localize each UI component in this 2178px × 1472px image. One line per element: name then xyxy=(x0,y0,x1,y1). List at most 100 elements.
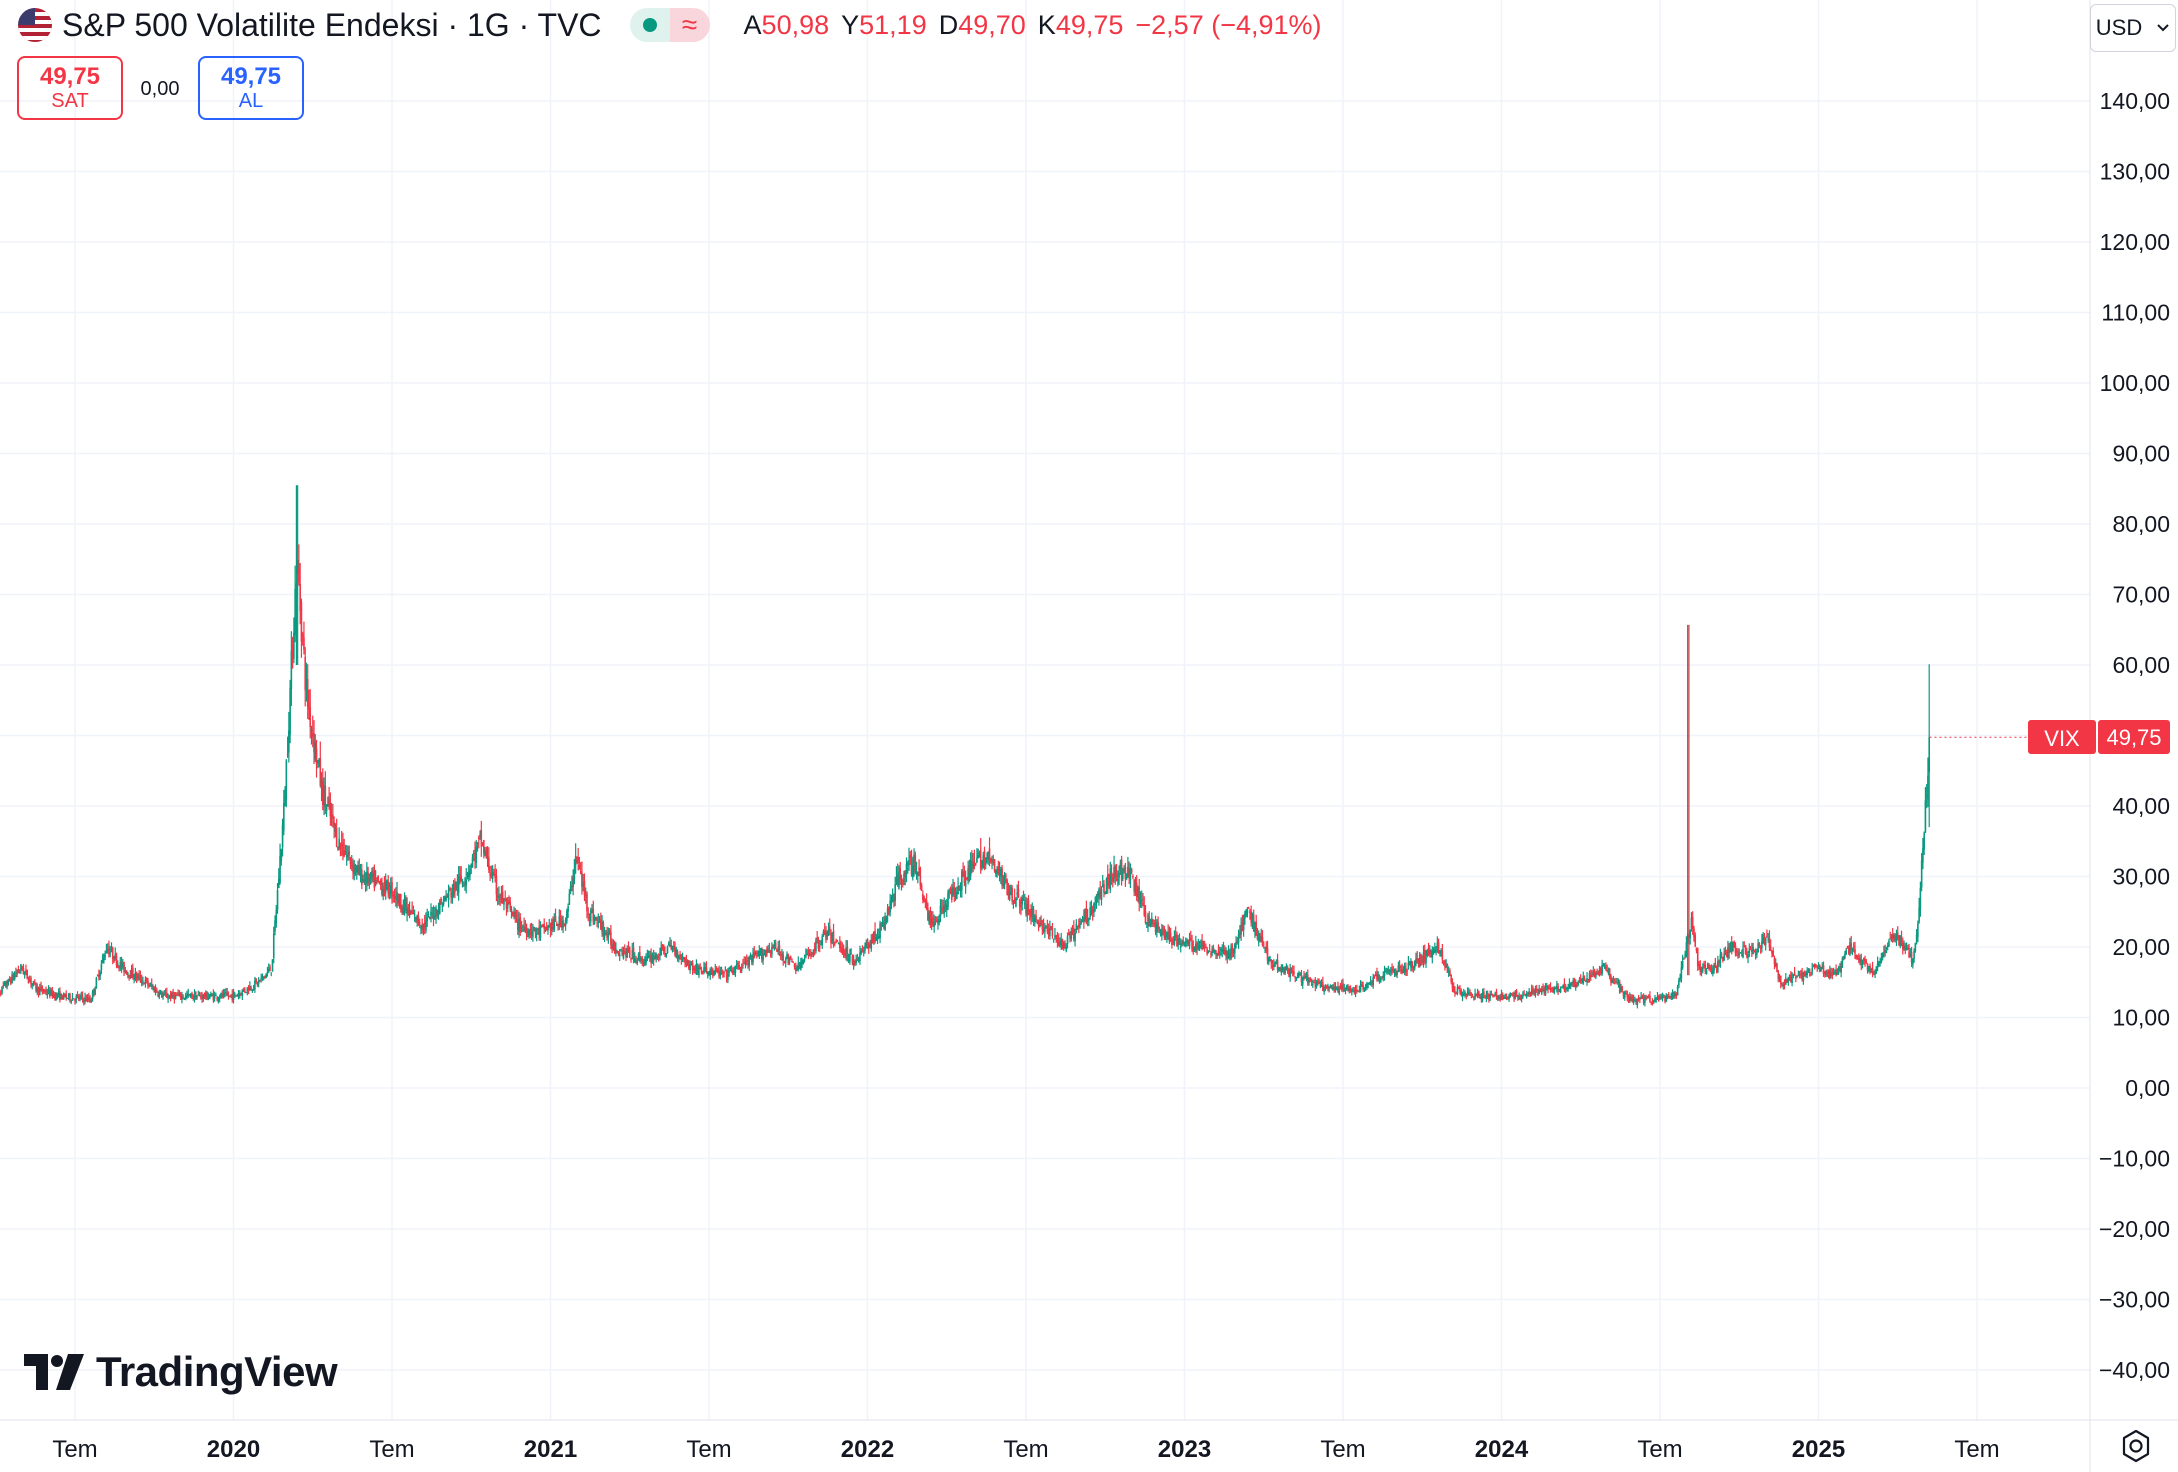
tradingview-logo[interactable]: TradingView xyxy=(24,1348,338,1396)
symbol-title[interactable]: S&P 500 Volatilite Endeksi · 1G · TVC xyxy=(62,6,602,43)
candle xyxy=(115,952,118,969)
candle xyxy=(1878,960,1880,968)
candle xyxy=(1260,928,1263,943)
candle xyxy=(788,956,791,966)
candle xyxy=(1842,955,1845,961)
candle xyxy=(311,715,314,748)
candle xyxy=(368,873,371,890)
candle xyxy=(158,989,161,1000)
candle xyxy=(688,960,690,971)
last-price-value: 49,75 xyxy=(2106,725,2161,750)
candle xyxy=(618,948,621,961)
candle xyxy=(784,956,787,968)
candle xyxy=(123,961,125,977)
candle xyxy=(1023,893,1026,910)
x-tick-label: Tem xyxy=(1954,1436,1999,1463)
status-pill[interactable]: ≈ xyxy=(629,8,710,42)
candle xyxy=(1153,919,1156,928)
candle xyxy=(1603,963,1606,969)
candle xyxy=(1343,983,1346,992)
candle xyxy=(587,907,590,922)
candle xyxy=(1485,990,1488,1003)
candle xyxy=(660,941,662,956)
currency-selector[interactable]: USD xyxy=(2090,4,2176,52)
candle xyxy=(1506,996,1509,1000)
candle xyxy=(1917,920,1919,943)
candle xyxy=(933,914,935,933)
candle xyxy=(1720,951,1723,959)
candle xyxy=(1875,966,1878,974)
candle xyxy=(1836,968,1839,975)
candle xyxy=(1606,964,1608,973)
candle xyxy=(1435,946,1437,956)
candle xyxy=(1252,909,1255,932)
candle xyxy=(1725,949,1728,958)
market-open-dot-icon[interactable] xyxy=(629,8,670,42)
candle xyxy=(867,941,870,954)
sell-price: 49,75 xyxy=(39,62,101,90)
candle xyxy=(304,647,307,707)
candle xyxy=(113,955,115,964)
candle xyxy=(596,916,598,928)
candle xyxy=(1581,978,1583,984)
candle xyxy=(1829,965,1831,980)
candle xyxy=(1847,945,1850,955)
candle xyxy=(1250,905,1252,927)
candle xyxy=(1150,912,1153,928)
delayed-wave-icon[interactable]: ≈ xyxy=(669,8,710,42)
candle xyxy=(1859,954,1861,966)
candle xyxy=(1078,918,1080,934)
candle xyxy=(628,946,631,959)
candle xyxy=(1668,991,1670,999)
candle xyxy=(1390,967,1392,977)
candle xyxy=(759,947,762,956)
candle xyxy=(1812,964,1815,968)
candle xyxy=(661,943,664,951)
candle xyxy=(496,887,499,906)
candle xyxy=(1881,952,1884,961)
candle xyxy=(1630,993,1632,1002)
candle xyxy=(602,920,605,941)
candle xyxy=(1488,993,1490,1003)
candle xyxy=(265,973,268,979)
candle xyxy=(1118,865,1120,885)
buy-button[interactable]: 49,75 AL xyxy=(198,56,304,120)
candle xyxy=(547,924,549,935)
candle xyxy=(475,840,478,869)
candle xyxy=(1714,957,1717,969)
candle xyxy=(83,997,85,1006)
candle xyxy=(1868,965,1870,973)
candle xyxy=(462,881,465,887)
sell-button[interactable]: 49,75 SAT xyxy=(17,56,123,120)
candle xyxy=(576,856,578,864)
candle xyxy=(1698,961,1700,971)
candle xyxy=(1330,984,1333,990)
candle xyxy=(764,949,767,958)
candle xyxy=(149,982,152,987)
candle xyxy=(212,989,215,1003)
candle xyxy=(1605,962,1607,971)
candle xyxy=(1826,969,1829,977)
candle xyxy=(355,864,358,880)
candle xyxy=(1745,947,1748,959)
candle xyxy=(511,911,514,917)
candle xyxy=(1636,998,1639,1009)
candle xyxy=(62,992,65,1000)
candle xyxy=(1529,991,1532,997)
candle xyxy=(1816,965,1819,972)
candle xyxy=(433,906,436,920)
candle xyxy=(1446,963,1449,973)
candle xyxy=(1269,955,1271,962)
gear-icon[interactable] xyxy=(2118,1428,2154,1464)
y-tick-label: 80,00 xyxy=(2112,511,2170,537)
candle xyxy=(963,865,966,886)
candle xyxy=(103,953,105,964)
candle xyxy=(1191,934,1193,953)
candle xyxy=(837,942,840,945)
candle xyxy=(1049,920,1051,940)
candle xyxy=(626,945,629,958)
candle xyxy=(1744,944,1747,955)
candle xyxy=(574,843,577,874)
candle xyxy=(501,885,504,904)
